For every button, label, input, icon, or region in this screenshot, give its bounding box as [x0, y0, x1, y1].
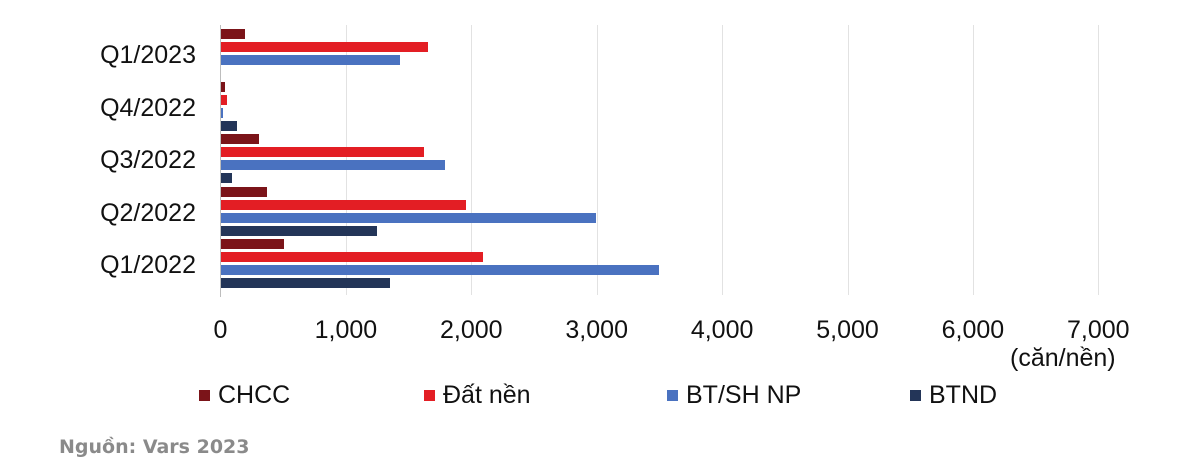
bar-chcc	[221, 134, 260, 144]
gridline	[471, 25, 472, 295]
bar-bt-sh-np	[221, 265, 659, 275]
category-label: Q4/2022	[100, 93, 196, 122]
y-axis-line	[220, 25, 221, 297]
bar-bt-sh-np	[221, 107, 223, 118]
x-tick-label: 5,000	[816, 316, 879, 344]
legend-swatch-icon	[424, 389, 435, 401]
x-axis-unit-label: (căn/nền)	[1010, 344, 1116, 372]
category-label: Q1/2022	[100, 251, 196, 279]
x-tick-label: 1,000	[314, 316, 378, 344]
x-tick-label: 2,000	[440, 316, 503, 344]
bar-chcc	[221, 239, 284, 249]
legend: CHCC Đất nền BT/SH NP BTND	[0, 380, 1180, 414]
legend-label: Đất nền	[443, 381, 531, 409]
bar-bt-sh-np	[221, 212, 596, 223]
legend-item: BT/SH NP	[667, 380, 801, 410]
x-tick-label: 4,000	[690, 316, 754, 344]
bar--t-n-n	[221, 199, 466, 210]
legend-label: BT/SH NP	[686, 381, 802, 409]
gridline	[848, 25, 849, 295]
x-tick-label: 7,000	[1067, 316, 1130, 344]
x-tick-label: 3,000	[565, 316, 628, 344]
x-tick-label: 0	[213, 316, 228, 344]
bar--t-n-n	[221, 252, 484, 262]
legend-swatch-icon	[910, 389, 921, 401]
category-label: Q1/2023	[100, 41, 196, 69]
bar--t-n-n	[221, 42, 428, 52]
bar-btnd	[221, 173, 232, 183]
legend-swatch-icon	[667, 389, 678, 401]
legend-item: Đất nền	[424, 380, 531, 410]
bar-chcc	[221, 186, 268, 197]
bar--t-n-n	[221, 147, 425, 157]
bar-btnd	[221, 278, 390, 288]
bar-bt-sh-np	[221, 160, 446, 170]
bar-chcc	[221, 29, 245, 39]
gridline	[1098, 25, 1099, 295]
gridline	[597, 25, 598, 295]
legend-item: BTND	[910, 380, 997, 410]
bar-chcc	[221, 81, 225, 92]
bar-btnd	[221, 120, 237, 131]
legend-label: BTND	[929, 381, 998, 409]
x-tick-label: 6,000	[941, 316, 1005, 344]
legend-label: CHCC	[218, 381, 291, 409]
bar-bt-sh-np	[221, 55, 401, 65]
gridline	[973, 25, 974, 295]
source-note: Nguồn: Vars 2023	[59, 436, 250, 458]
gridline	[722, 25, 723, 295]
bar-btnd	[221, 225, 378, 236]
category-label: Q2/2022	[100, 198, 196, 227]
category-label: Q3/2022	[100, 146, 196, 174]
legend-swatch-icon	[199, 389, 210, 401]
legend-item: CHCC	[199, 380, 290, 410]
bar--t-n-n	[221, 94, 227, 105]
